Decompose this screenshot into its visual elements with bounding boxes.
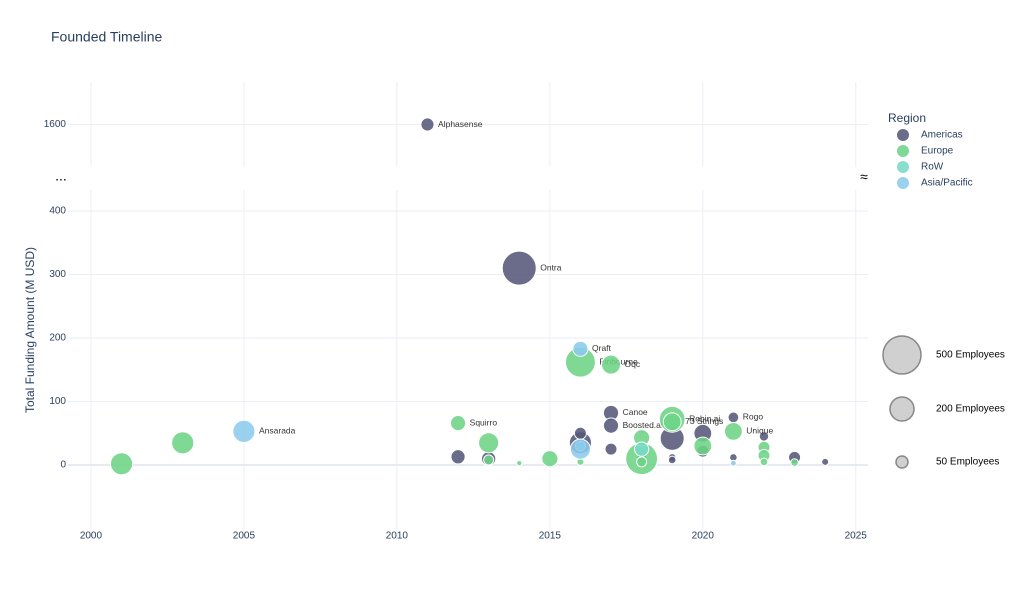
legend-label: Americas bbox=[921, 130, 963, 141]
bubble bbox=[602, 417, 620, 434]
legend-marker bbox=[897, 129, 909, 141]
data-label: Unique bbox=[746, 426, 773, 436]
data-label: Canoe bbox=[623, 407, 648, 417]
bubble bbox=[636, 456, 648, 468]
data-label: Qraft bbox=[592, 343, 612, 353]
bubble bbox=[729, 459, 737, 467]
size-legend-label: 500 Employees bbox=[936, 350, 1005, 361]
bubble bbox=[573, 426, 587, 440]
data-label: Robin.ai bbox=[689, 414, 720, 424]
bubble bbox=[601, 354, 622, 375]
size-legend-marker bbox=[889, 396, 915, 422]
data-label: Oqc bbox=[625, 359, 641, 369]
bubble bbox=[449, 415, 467, 432]
y-tick-label: 200 bbox=[49, 333, 66, 344]
data-label: Squirro bbox=[470, 417, 498, 427]
y-tick-label: 300 bbox=[49, 269, 66, 280]
bubble bbox=[604, 442, 618, 456]
y-tick-label: 1600 bbox=[44, 119, 67, 130]
x-tick-label: 2000 bbox=[80, 531, 103, 542]
bubble bbox=[723, 421, 743, 441]
x-tick-label: 2010 bbox=[386, 531, 409, 542]
bubble bbox=[420, 117, 435, 132]
data-label: 73 Strings bbox=[685, 416, 723, 426]
chart-title: Founded Timeline bbox=[51, 29, 163, 45]
bubble bbox=[450, 449, 466, 465]
x-tick-label: 2020 bbox=[692, 531, 715, 542]
bubble bbox=[790, 458, 799, 467]
bubble bbox=[232, 419, 256, 443]
bubble bbox=[516, 459, 523, 467]
size-legend-marker bbox=[895, 455, 909, 469]
bubble bbox=[109, 452, 134, 476]
size-legend-label: 200 Employees bbox=[936, 404, 1005, 415]
y-axis-title: Total Funding Amount (M USD) bbox=[23, 247, 37, 413]
legend-label: RoW bbox=[921, 162, 944, 173]
bubble bbox=[693, 436, 713, 456]
y-tick-label: 400 bbox=[49, 206, 66, 217]
x-tick-label: 2025 bbox=[845, 531, 868, 542]
axis-break-mark: ... bbox=[55, 168, 67, 184]
size-legend-marker bbox=[882, 335, 922, 375]
bubble bbox=[662, 412, 682, 432]
size-legend-label: 50 Employees bbox=[936, 457, 999, 468]
axis-break-mark: ≈ bbox=[860, 169, 868, 185]
bubble bbox=[483, 454, 495, 466]
bubble bbox=[727, 411, 740, 424]
bubble bbox=[171, 431, 195, 455]
y-tick-label: 100 bbox=[49, 396, 66, 407]
bubble bbox=[634, 441, 650, 457]
x-tick-label: 2015 bbox=[539, 531, 562, 542]
bubble bbox=[821, 457, 830, 466]
data-label: Ontra bbox=[540, 262, 562, 272]
bubble bbox=[569, 438, 591, 460]
data-label: Alphasense bbox=[438, 119, 483, 129]
x-tick-label: 2005 bbox=[233, 531, 256, 542]
bubble bbox=[759, 457, 769, 467]
y-tick-label: 0 bbox=[60, 460, 66, 471]
legend-label: Europe bbox=[921, 146, 954, 157]
bubble bbox=[478, 432, 500, 454]
bubble bbox=[667, 455, 677, 465]
legend-marker bbox=[897, 145, 909, 157]
bubble bbox=[501, 250, 537, 286]
bubble bbox=[541, 450, 559, 468]
legend-marker bbox=[897, 177, 909, 189]
legend-label: Asia/Pacific bbox=[921, 178, 973, 189]
legend-title: Region bbox=[888, 111, 926, 125]
data-label: Rogo bbox=[743, 412, 764, 422]
bubble bbox=[572, 340, 589, 357]
data-label: Boosted.ai bbox=[623, 420, 663, 430]
legend-marker bbox=[897, 161, 909, 173]
data-label: Ansarada bbox=[259, 426, 296, 436]
